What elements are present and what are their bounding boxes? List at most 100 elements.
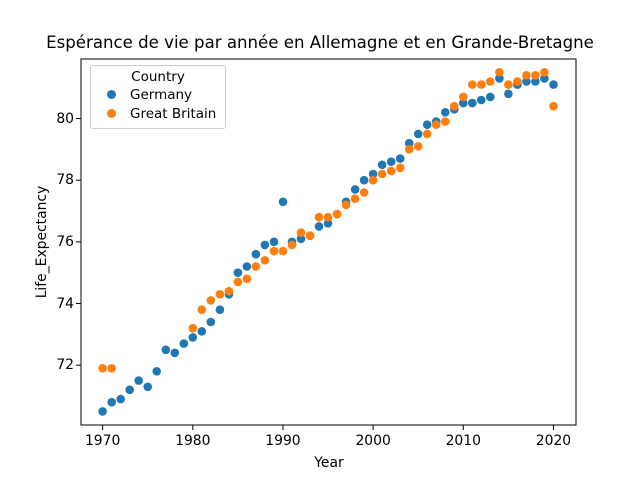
y-tick-label: 76 <box>56 233 74 250</box>
data-point-germany <box>251 249 261 259</box>
data-point-great-britain <box>386 166 396 176</box>
data-point-great-britain <box>513 77 522 86</box>
data-point-great-britain <box>522 71 531 80</box>
data-point-great-britain <box>377 169 387 179</box>
legend-item-label: Great Britain <box>130 105 217 122</box>
data-point-great-britain <box>197 305 207 315</box>
data-point-germany <box>323 219 333 228</box>
data-point-great-britain <box>206 296 216 305</box>
data-point-germany <box>441 108 450 117</box>
data-point-great-britain <box>188 323 198 333</box>
germany-marker-icon <box>107 90 116 99</box>
data-point-germany <box>495 74 504 83</box>
data-point-germany <box>368 169 378 179</box>
data-point-great-britain <box>350 194 360 203</box>
data-point-germany <box>531 77 540 86</box>
data-point-great-britain <box>260 255 270 265</box>
legend-title: Country <box>131 69 185 85</box>
data-point-great-britain <box>359 188 369 197</box>
data-point-germany <box>98 407 107 416</box>
data-point-great-britain <box>459 92 468 102</box>
data-point-germany <box>549 80 558 89</box>
data-point-great-britain <box>233 277 243 287</box>
data-point-germany <box>107 397 116 407</box>
data-point-germany <box>215 305 225 315</box>
data-point-germany <box>269 237 279 247</box>
data-point-great-britain <box>431 120 441 129</box>
data-point-germany <box>125 385 134 395</box>
y-tick-label: 80 <box>56 110 74 127</box>
data-point-germany <box>278 197 288 207</box>
data-point-great-britain <box>504 80 513 89</box>
data-point-great-britain <box>107 364 116 373</box>
data-point-germany <box>116 394 125 404</box>
data-point-great-britain <box>278 246 288 256</box>
data-point-germany <box>350 185 360 194</box>
chart-title: Espérance de vie par année en Allemagne … <box>46 33 594 52</box>
x-tick-label: 2000 <box>355 433 391 449</box>
data-point-great-britain <box>305 231 315 240</box>
great-britain-marker-icon <box>107 109 116 118</box>
data-point-germany <box>314 222 324 231</box>
data-point-great-britain <box>269 246 279 256</box>
data-point-germany <box>486 92 495 102</box>
data-point-great-britain <box>395 163 405 173</box>
data-point-great-britain <box>341 200 351 210</box>
data-point-great-britain <box>332 209 342 219</box>
data-point-great-britain <box>224 286 234 296</box>
data-point-germany <box>459 98 468 108</box>
data-point-germany <box>468 98 477 108</box>
data-point-great-britain <box>98 364 107 373</box>
data-point-germany <box>152 367 161 376</box>
x-tick-label: 1970 <box>84 433 121 449</box>
data-point-great-britain <box>549 101 558 111</box>
data-point-germany <box>188 333 198 342</box>
data-point-germany <box>161 345 171 355</box>
data-point-great-britain <box>413 142 423 151</box>
data-point-germany <box>386 157 396 166</box>
data-point-great-britain <box>314 212 324 222</box>
x-tick-label: 2010 <box>445 433 481 449</box>
legend-item-great-britain: Great Britain <box>91 104 225 123</box>
data-point-germany <box>296 234 306 244</box>
data-point-great-britain <box>486 77 495 86</box>
data-point-great-britain <box>242 274 252 284</box>
data-point-great-britain <box>296 228 306 237</box>
data-point-germany <box>134 376 143 385</box>
data-point-great-britain <box>323 212 333 222</box>
y-tick-label: 72 <box>56 357 74 374</box>
legend: Country Germany Great Britain <box>90 65 226 129</box>
data-point-germany <box>377 160 387 170</box>
data-point-germany <box>242 262 252 271</box>
data-point-great-britain <box>495 68 504 77</box>
data-point-germany <box>422 120 432 129</box>
legend-item-label: Germany <box>130 86 193 103</box>
data-point-great-britain <box>251 262 261 271</box>
data-point-germany <box>413 129 423 139</box>
data-point-germany <box>522 77 531 86</box>
data-point-germany <box>206 317 216 327</box>
data-point-germany <box>170 348 180 358</box>
data-point-germany <box>143 382 152 392</box>
data-point-great-britain <box>368 175 378 185</box>
y-tick-label: 74 <box>56 295 74 312</box>
data-point-great-britain <box>477 80 486 89</box>
data-point-germany <box>233 268 243 278</box>
data-point-great-britain <box>287 240 297 250</box>
y-tick-label: 78 <box>56 172 74 189</box>
data-point-great-britain <box>468 80 477 89</box>
data-point-germany <box>197 327 207 336</box>
data-point-germany <box>404 138 414 148</box>
legend-item-germany: Germany <box>91 85 225 104</box>
data-point-great-britain <box>404 145 414 154</box>
data-point-germany <box>260 240 270 250</box>
data-point-germany <box>540 74 549 83</box>
x-tick-label: 1990 <box>265 433 301 449</box>
data-point-great-britain <box>531 71 540 80</box>
x-tick-label: 1980 <box>175 433 211 449</box>
x-tick-label: 2020 <box>535 433 572 449</box>
data-point-great-britain <box>540 68 549 77</box>
data-point-germany <box>179 339 189 348</box>
